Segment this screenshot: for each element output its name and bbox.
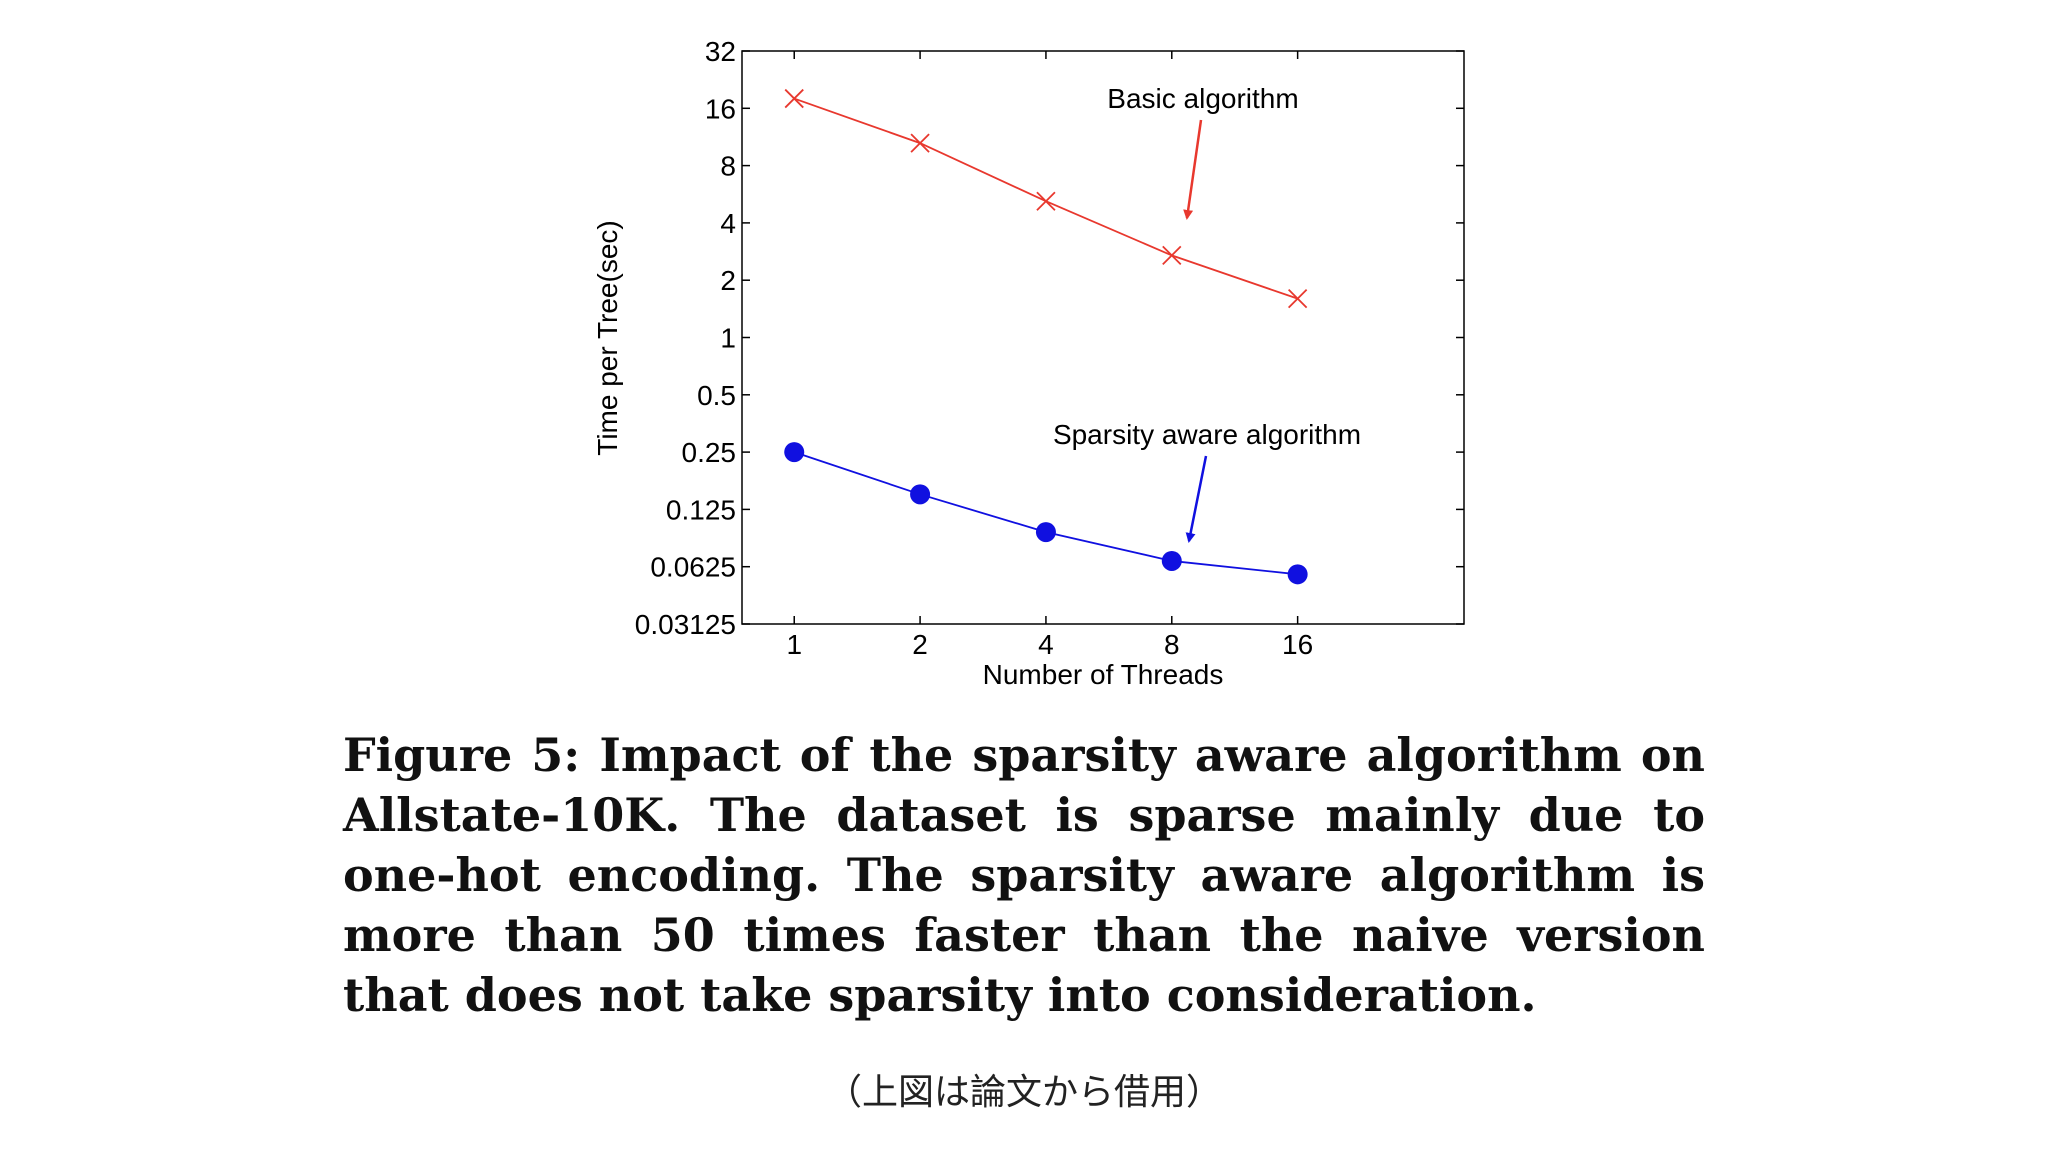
x-tick-label: 1 [786,629,802,660]
y-tick-label: 0.5 [697,380,736,411]
y-tick-label: 2 [720,265,736,296]
x-axis-ticks: 1 2 4 8 16 [786,51,1313,660]
x-marker-stroke [784,88,804,109]
x-marker-stroke [1162,245,1182,266]
x-tick-label: 4 [1038,629,1054,660]
data-point-sparsity-aware [784,442,805,463]
annotation-sparsity-aware: Sparsity aware algorithm [1053,419,1361,450]
y-axis-title: Time per Tree(sec) [592,220,623,455]
data-point-basic [1162,245,1182,266]
data-point-basic [910,133,930,153]
x-tick-label: 8 [1164,629,1180,660]
arrow-sparsity-aware [1185,455,1208,543]
annotation-basic: Basic algorithm [1107,83,1298,114]
x-marker-stroke [910,133,930,153]
y-tick-label: 4 [720,208,736,239]
series-line-sparsity-aware [793,451,1298,576]
series-line-basic [793,97,1298,300]
x-tick-label: 2 [912,629,928,660]
x-marker-stroke [1036,191,1056,211]
y-axis-ticks: 32 16 8 4 2 1 0.5 0.25 0.125 0.0625 0.03125 [635,36,1464,640]
figure-caption: Figure 5: Impact of the sparsity aware a… [343,728,1705,1022]
annotation-layer: Basic algorithm Sparsity aware algorithm [1053,83,1361,543]
data-point-basic [1287,289,1308,309]
y-tick-label: 0.03125 [635,609,736,640]
data-point-basic [1036,191,1056,211]
y-tick-label: 32 [705,36,736,67]
data-point-sparsity-aware [1287,564,1308,585]
data-point-sparsity-aware [910,484,931,505]
data-point-basic [784,88,804,109]
data-point-sparsity-aware [1035,522,1056,543]
credit-note: （上図は論文から借用） [825,1072,1222,1113]
data-point-sparsity-aware [1161,550,1182,571]
y-tick-label: 8 [720,151,736,182]
y-tick-label: 16 [705,93,736,124]
y-tick-label: 1 [720,323,736,354]
arrow-basic [1183,119,1203,220]
y-tick-label: 0.125 [666,494,736,525]
y-tick-label: 0.0625 [650,552,736,583]
series-layer [784,88,1308,585]
x-axis-title: Number of Threads [983,659,1224,690]
x-tick-label: 16 [1282,629,1313,660]
plot-frame [741,50,1465,625]
y-tick-label: 0.25 [682,437,737,468]
x-marker-stroke [1287,289,1308,309]
chart: 32 16 8 4 2 1 0.5 0.25 0.125 0.0625 0.03125 1 2 4 8 16… [592,36,1465,690]
